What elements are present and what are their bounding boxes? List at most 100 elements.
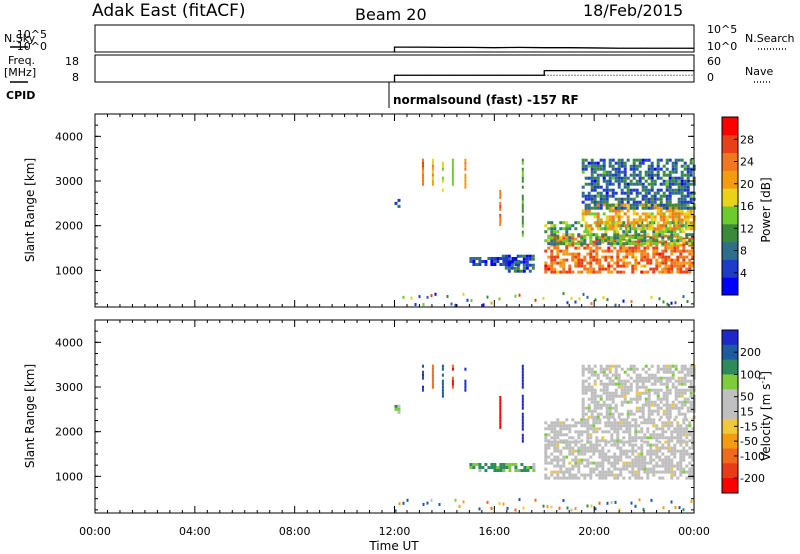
- rti-cell: [682, 421, 686, 425]
- rti-cell: [562, 258, 566, 262]
- rti-cell: [646, 467, 650, 471]
- rti-cell: [550, 230, 554, 234]
- rti-cell: [611, 176, 615, 180]
- rti-cell: [671, 209, 675, 213]
- rti-cell: [640, 221, 644, 225]
- rti-cell: [523, 466, 527, 469]
- rti-cell: [544, 446, 548, 450]
- rti-cell: [653, 218, 657, 222]
- rti-cell: [590, 400, 594, 404]
- rti-cell: [458, 504, 461, 508]
- rti-cell: [590, 176, 594, 180]
- rti-cell: [583, 418, 587, 422]
- rti-cell: [620, 200, 624, 204]
- rti-cell: [677, 409, 681, 413]
- rti-streak: [464, 158, 467, 162]
- velocity-colorbar-label: Velocity [m s-1]: [758, 371, 773, 461]
- rti-cell: [605, 221, 609, 225]
- rti-streak: [451, 158, 454, 162]
- rti-cell: [544, 427, 548, 431]
- rti-cell: [667, 246, 671, 250]
- rti-cell: [680, 403, 684, 407]
- rti-cell: [676, 433, 680, 437]
- rti-cell: [602, 173, 606, 177]
- rti-cell: [650, 227, 654, 231]
- rti-cell: [688, 237, 692, 241]
- rti-streak: [422, 376, 424, 380]
- rti-cell: [593, 167, 597, 171]
- rti-cell: [592, 249, 596, 253]
- rti-cell: [602, 370, 606, 374]
- rti-cell: [506, 506, 509, 510]
- rti-cell: [502, 469, 506, 472]
- rti-cell: [656, 212, 660, 216]
- rti-cell: [601, 455, 605, 459]
- rti-cell: [635, 397, 639, 401]
- rti-cell: [641, 415, 645, 419]
- rti-streak: [464, 385, 467, 389]
- rti-cell: [611, 391, 615, 395]
- rti-streak: [441, 379, 444, 383]
- rti-cell: [589, 267, 593, 271]
- rti-cell: [544, 473, 548, 477]
- rti-cell: [565, 443, 569, 447]
- rti-cell: [616, 467, 620, 471]
- rti-cell: [685, 476, 689, 480]
- rti-cell: [647, 158, 651, 162]
- rti-cell: [553, 449, 557, 453]
- rti-cell: [635, 373, 639, 377]
- rti-cell: [484, 263, 488, 266]
- rti-cell: [394, 201, 398, 205]
- rti-cell: [550, 470, 554, 474]
- rti-cell: [676, 467, 680, 471]
- rti-cell: [680, 388, 684, 392]
- colorbar-tick-label: -50: [740, 435, 758, 448]
- rti-cell: [677, 379, 681, 383]
- rti-cell: [581, 185, 585, 189]
- rti-cell: [623, 391, 627, 395]
- rti-cell: [635, 182, 639, 186]
- rti-cell: [674, 158, 678, 162]
- rti-cell: [586, 267, 590, 271]
- rti-cell: [688, 242, 692, 246]
- rti-cell: [590, 415, 594, 419]
- rti-cell: [617, 364, 621, 368]
- rti-cell: [596, 200, 600, 204]
- rti-cell: [522, 269, 526, 273]
- rti-cell: [586, 446, 590, 450]
- rti-cell: [635, 194, 639, 198]
- rti-streak: [521, 179, 524, 183]
- rti-cell: [583, 449, 587, 453]
- rti-cell: [662, 194, 666, 198]
- rti-cell: [402, 501, 405, 505]
- rti-cell: [670, 476, 674, 480]
- rti-cell: [629, 164, 633, 168]
- rti-cell: [667, 267, 671, 271]
- rti-cell: [422, 502, 425, 506]
- rti-cell: [470, 299, 473, 303]
- rti-cell: [568, 430, 572, 434]
- rti-cell: [589, 467, 593, 471]
- rti-cell: [655, 246, 659, 250]
- rti-cell: [546, 505, 549, 509]
- colorbar-segment: [722, 418, 738, 435]
- rti-cell: [685, 240, 689, 244]
- rti-cell: [671, 182, 675, 186]
- rti-cell: [664, 458, 668, 462]
- rti-cell: [676, 242, 680, 246]
- rti-cell: [565, 233, 569, 237]
- rti-streak: [422, 173, 424, 177]
- rti-cell: [601, 449, 605, 453]
- rti-cell: [568, 470, 572, 474]
- rti-cell: [623, 203, 627, 207]
- rti-cell: [631, 424, 635, 428]
- rti-cell: [565, 239, 569, 243]
- rti-cell: [670, 452, 674, 456]
- rti-cell: [596, 406, 600, 410]
- rti-cell: [598, 427, 602, 431]
- rti-cell: [625, 464, 629, 468]
- rti-cell: [516, 266, 520, 270]
- rti-cell: [644, 391, 648, 395]
- rti-cell: [574, 464, 578, 468]
- rti-cell: [490, 257, 494, 260]
